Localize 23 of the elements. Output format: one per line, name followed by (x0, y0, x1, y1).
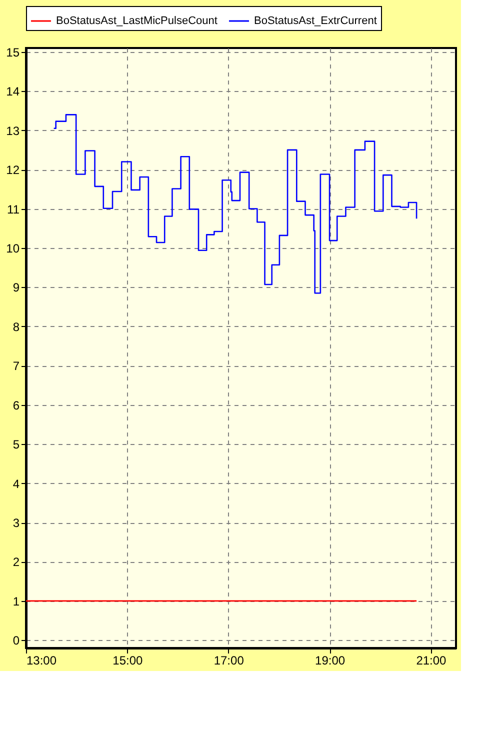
y-tick-label: 6 (12, 398, 20, 412)
y-tick-label: 13 (6, 124, 20, 138)
y-tick-label: 2 (12, 555, 20, 570)
y-tick-label: 11 (7, 202, 20, 216)
y-tick-label: 10 (6, 242, 20, 256)
y-tick-label: 0 (12, 634, 20, 648)
x-tick-label: 17:00 (214, 654, 244, 668)
y-tick-label: 9 (12, 280, 20, 295)
legend-label: BoStatusAst_LastMicPulseCount (56, 15, 218, 27)
x-tick-label: 21:00 (416, 654, 447, 668)
y-tick-label: 8 (12, 320, 20, 334)
y-tick-label: 1 (12, 594, 20, 608)
x-tick-label: 15:00 (112, 654, 144, 668)
x-tick-label: 13:00 (26, 654, 57, 668)
y-tick-label: 15 (6, 45, 20, 60)
y-tick-label: 3 (12, 516, 20, 530)
y-tick-label: 4 (12, 476, 20, 491)
y-tick-label: 5 (12, 438, 20, 452)
y-tick-label: 7 (12, 359, 20, 374)
y-tick-label: 12 (6, 163, 20, 178)
x-tick-label: 19:00 (315, 654, 346, 668)
legend-label: BoStatusAst_ExtrCurrent (254, 15, 377, 27)
y-tick-label: 14 (6, 84, 20, 99)
